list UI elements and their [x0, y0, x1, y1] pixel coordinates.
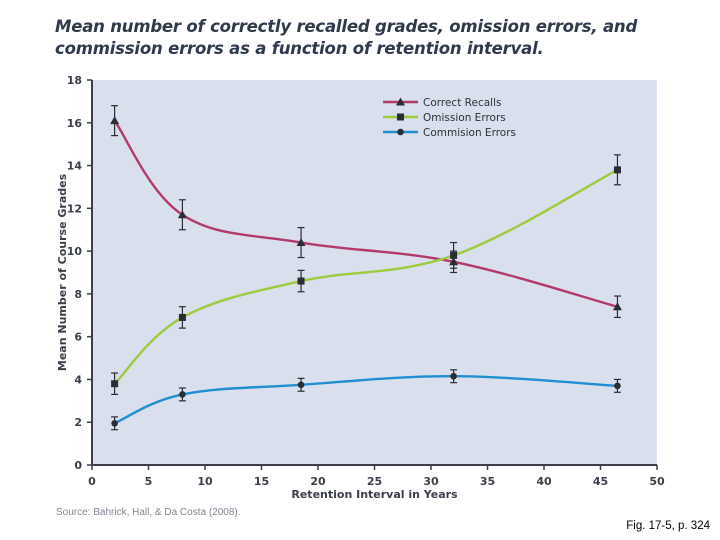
series-correct-recalls: [110, 105, 622, 319]
data-point: [297, 381, 305, 389]
series-commision-errors: [111, 369, 621, 431]
data-point: [614, 382, 621, 390]
data-point: [613, 166, 621, 174]
legend-marker: [397, 113, 404, 121]
data-point: [612, 302, 622, 311]
legend-label: Omission Errors: [423, 112, 506, 124]
x-tick-label: 5: [145, 475, 153, 488]
legend-marker: [397, 128, 404, 136]
series-omission-errors: [111, 154, 621, 396]
x-tick-label: 45: [593, 475, 608, 488]
data-point: [297, 277, 305, 285]
x-axis-label: Retention Interval in Years: [291, 488, 458, 501]
series-line: [113, 168, 619, 385]
x-tick-label: 25: [367, 475, 382, 488]
x-tick-label: 20: [310, 475, 326, 488]
legend-item: Commision Errors: [383, 127, 516, 139]
y-tick-label: 2: [74, 416, 82, 429]
legend-label: Correct Recalls: [423, 97, 501, 109]
chart-title: Mean number of correctly recalled grades…: [55, 17, 638, 58]
x-tick-label: 30: [423, 475, 439, 488]
y-tick-label: 14: [67, 160, 83, 173]
series-line: [114, 375, 618, 425]
x-tick-label: 35: [480, 475, 495, 488]
data-point: [450, 372, 457, 380]
legend-label: Commision Errors: [423, 127, 516, 139]
source-note: Source: Bahrick, Hall, & Da Costa (2008)…: [56, 507, 241, 518]
y-tick-label: 12: [67, 202, 82, 215]
x-tick-label: 50: [649, 475, 665, 488]
y-tick-label: 16: [67, 117, 83, 130]
figure-caption: Fig. 17-5, p. 324: [626, 520, 710, 532]
legend-item: Omission Errors: [383, 112, 506, 124]
axes: 0 5 10 15 20 25 30 35 40 45 50 0 2 4 6 8 10 12 14 16 18 Reten…: [56, 74, 665, 501]
series-layer: [110, 105, 622, 431]
data-point: [111, 419, 118, 427]
data-point: [178, 313, 186, 321]
y-tick-label: 10: [67, 245, 83, 258]
data-point: [296, 238, 306, 247]
data-point: [450, 251, 458, 259]
y-axis-label: Mean Number of Course Grades: [56, 173, 69, 371]
data-point: [111, 380, 119, 388]
series-line: [113, 119, 618, 308]
y-tick-label: 4: [74, 373, 82, 386]
y-tick-label: 18: [67, 74, 82, 87]
x-tick-label: 15: [254, 475, 269, 488]
y-tick-label: 6: [74, 331, 82, 344]
x-tick-label: 40: [536, 475, 552, 488]
legend-marker: [396, 97, 405, 106]
data-point: [179, 391, 186, 398]
data-point: [110, 116, 120, 125]
y-tick-label: 8: [74, 288, 82, 301]
x-tick-label: 0: [88, 475, 96, 488]
legend-item: Correct Recalls: [383, 97, 501, 109]
y-tick-label: 0: [74, 459, 82, 472]
legend: Correct Recalls Omission Errors Commision …: [383, 97, 516, 139]
data-point: [177, 210, 187, 219]
x-tick-label: 10: [197, 475, 213, 488]
